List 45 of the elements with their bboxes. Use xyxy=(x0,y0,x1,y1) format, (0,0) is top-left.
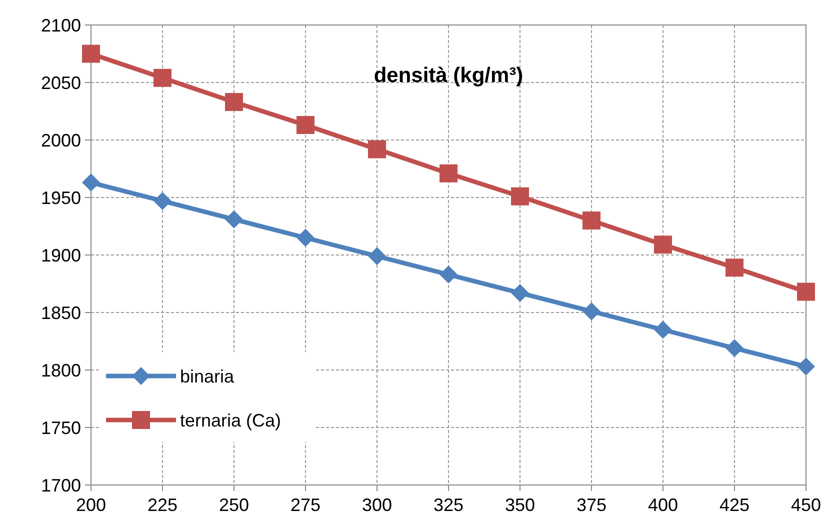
point xyxy=(582,212,600,230)
point xyxy=(82,174,100,192)
point xyxy=(225,210,243,228)
y-tick-label: 1700 xyxy=(40,475,81,496)
y-tick-label: 2100 xyxy=(40,15,81,36)
y-tick-label: 1750 xyxy=(40,418,81,438)
point xyxy=(511,187,529,206)
y-tick-label: 1850 xyxy=(40,302,81,323)
x-tick-label: 325 xyxy=(433,495,464,515)
point xyxy=(225,93,243,112)
point xyxy=(511,284,529,302)
x-tick-label: 425 xyxy=(719,495,750,515)
y-tick-label: 2050 xyxy=(40,72,81,93)
x-tick-label: 375 xyxy=(576,495,607,515)
point xyxy=(296,116,314,134)
y-tick-label: 2000 xyxy=(40,130,81,150)
point xyxy=(797,358,815,376)
point xyxy=(368,247,386,266)
point xyxy=(368,140,386,158)
point xyxy=(726,339,744,358)
y-tick-label: 1900 xyxy=(40,245,81,266)
point xyxy=(82,44,100,63)
point xyxy=(797,282,815,301)
x-tick-label: 350 xyxy=(504,495,536,515)
x-tick-label: 225 xyxy=(147,495,178,515)
x-tick-label: 275 xyxy=(290,495,321,515)
point xyxy=(296,228,314,247)
legend-label: ternaria (Ca) xyxy=(180,410,282,430)
x-tick-label: 400 xyxy=(648,495,678,515)
y-tick-label: 1800 xyxy=(40,360,81,380)
point xyxy=(154,192,172,210)
x-tick-label: 200 xyxy=(76,495,106,515)
x-tick-label: 300 xyxy=(362,495,392,515)
point xyxy=(440,266,458,284)
point xyxy=(440,164,458,182)
legend-label: binaria xyxy=(180,366,236,386)
point xyxy=(654,320,672,339)
point xyxy=(726,258,744,277)
x-tick-label: 450 xyxy=(790,495,822,515)
text: densità (kg/m³) xyxy=(374,64,524,87)
x-tick-label: 250 xyxy=(218,495,250,515)
point xyxy=(582,302,600,320)
point xyxy=(654,236,672,254)
y-tick-label: 1950 xyxy=(40,188,81,208)
point xyxy=(154,68,172,87)
